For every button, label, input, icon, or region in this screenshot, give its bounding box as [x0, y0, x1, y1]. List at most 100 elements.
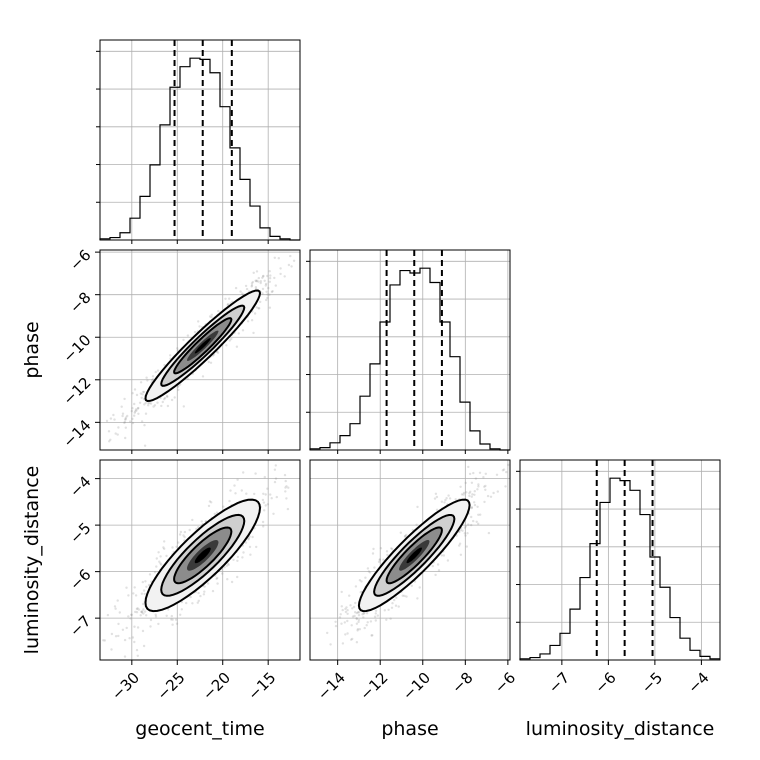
sample-point: [141, 580, 144, 584]
x-axis-label-geocent_time: geocent_time: [135, 718, 264, 740]
sample-point: [197, 599, 200, 602]
sample-point: [484, 488, 487, 491]
sample-point: [182, 338, 185, 342]
sample-point: [355, 641, 359, 644]
sample-point: [136, 626, 140, 629]
sample-point: [354, 611, 357, 614]
sample-point: [329, 643, 332, 646]
sample-point: [445, 497, 448, 500]
sample-point: [112, 413, 115, 417]
sample-point: [165, 394, 169, 398]
sample-point: [144, 401, 147, 405]
sample-point: [142, 644, 146, 648]
density-level-4: [194, 547, 211, 564]
sample-point: [217, 309, 220, 313]
sample-point: [349, 604, 352, 607]
sample-point: [468, 492, 471, 495]
sample-point: [471, 493, 474, 496]
sample-point: [225, 564, 229, 567]
sample-point: [373, 566, 376, 569]
sample-point: [345, 606, 348, 609]
sample-point: [255, 545, 258, 549]
sample-point: [356, 629, 359, 632]
sample-point: [262, 492, 265, 495]
sample-point: [275, 495, 278, 499]
sample-point: [247, 537, 250, 540]
sample-point: [277, 257, 280, 260]
sample-point: [273, 276, 276, 280]
sample-point: [154, 613, 157, 616]
sample-point: [108, 440, 111, 443]
sample-point: [262, 274, 265, 278]
sample-point: [476, 488, 479, 491]
sample-point: [472, 471, 475, 475]
sample-point: [385, 618, 388, 621]
sample-point: [153, 404, 157, 407]
sample-point: [464, 481, 467, 485]
sample-point: [416, 505, 419, 509]
sample-point: [344, 633, 347, 636]
sample-point: [476, 505, 479, 508]
sample-point: [351, 637, 354, 641]
sample-point: [356, 628, 360, 631]
sample-point: [284, 479, 287, 483]
sample-point: [267, 286, 270, 290]
sample-point: [206, 582, 210, 585]
sample-point: [365, 624, 368, 627]
panel-frame: [99, 459, 301, 661]
x-tick-label: −8: [448, 669, 476, 697]
sample-point: [338, 616, 342, 619]
sample-point: [196, 601, 199, 604]
sample-point: [228, 499, 231, 503]
sample-point: [146, 379, 149, 382]
sample-point: [454, 498, 457, 501]
sample-point: [142, 612, 145, 615]
sample-point: [361, 613, 364, 616]
sample-point: [134, 408, 138, 411]
sample-point: [160, 404, 163, 408]
sample-point: [129, 617, 132, 620]
sample-point: [416, 597, 419, 600]
sample-point: [124, 426, 128, 429]
sample-point: [127, 615, 130, 618]
x-tick-label: −15: [244, 669, 279, 704]
sample-point: [147, 404, 150, 407]
sample-point: [257, 307, 260, 310]
sample-point: [230, 337, 233, 341]
sample-point: [461, 529, 464, 532]
panel-frame: [99, 249, 301, 451]
sample-point: [265, 290, 268, 293]
sample-point: [261, 498, 265, 502]
sample-point: [436, 563, 440, 566]
panel-frame: [309, 249, 511, 451]
sample-point: [460, 493, 464, 496]
sample-point: [245, 287, 249, 291]
sample-point: [255, 280, 258, 283]
panel-frame: [99, 39, 301, 241]
sample-point: [459, 485, 462, 488]
sample-point: [233, 484, 236, 487]
sample-point: [484, 472, 487, 475]
sample-point: [274, 477, 278, 480]
sample-point: [448, 497, 452, 500]
sample-point: [255, 279, 259, 282]
sample-point: [242, 471, 245, 474]
y-tick-label: −12: [59, 374, 94, 409]
sample-point: [246, 320, 250, 323]
sample-point: [271, 290, 274, 293]
sample-point: [140, 610, 143, 613]
contour-0: [144, 289, 262, 403]
sample-point: [470, 506, 474, 509]
sample-point: [279, 272, 282, 276]
sample-point: [283, 473, 287, 477]
sample-point: [360, 580, 363, 583]
sample-point: [433, 497, 437, 500]
sample-point: [496, 490, 499, 493]
sample-point: [139, 614, 142, 617]
sample-point: [440, 500, 444, 503]
sample-point: [183, 530, 187, 534]
sample-point: [346, 619, 349, 623]
sample-point: [266, 274, 269, 278]
sample-point: [363, 626, 366, 630]
sample-point: [264, 504, 267, 507]
